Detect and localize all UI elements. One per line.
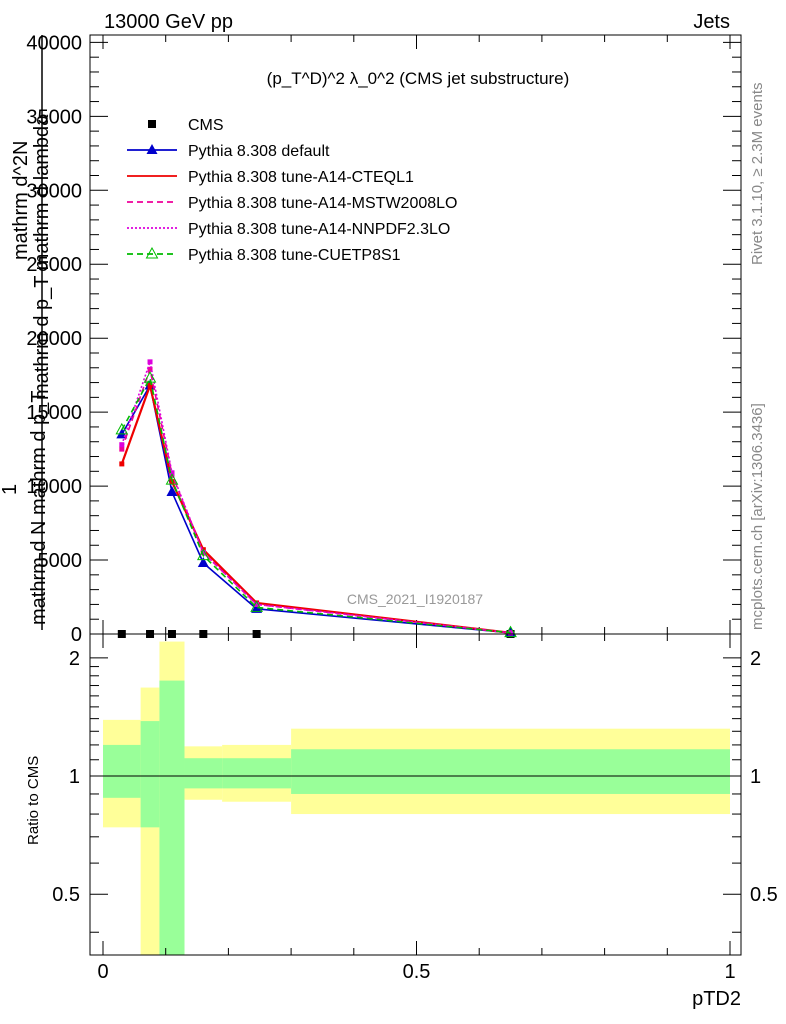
ratio-bands [103,641,730,955]
series-point [508,630,514,636]
series-line [121,375,511,634]
y-tick-label: 10000 [26,476,82,498]
legend-item: Pythia 8.308 default [127,143,330,160]
ratio-y-tick-label: 0.5 [52,884,80,906]
analysis-watermark: CMS_2021_I1920187 [347,591,483,607]
ratio-y-ticks: 0.5 0.5 1 1 2 2 [52,648,778,933]
series-point [200,550,206,556]
y-tick-label: 0 [71,624,82,646]
ratio-panel: 0.5 0.51 12 2 0 0.5 1 Ratio to CMS pTD2 [25,633,778,1010]
side-label-rivet: Rivet 3.1.10, ≥ 2.3M events [749,83,766,266]
ratio-stat-band [222,758,292,789]
y-tick-label: 30000 [26,180,82,202]
series-point [119,446,125,452]
series-point [143,371,157,383]
main-y-axis-label: mathrm d^2N mathrm d p_T mathrm d lambda… [0,35,53,630]
legend-label: Pythia 8.308 tune-A14-MSTW2008LO [188,195,457,212]
ratio-y-tick-label: 2 [69,648,80,670]
series-4 [119,358,514,636]
series-point [254,601,260,607]
series-point [147,383,153,389]
legend-marker [145,246,159,259]
ratio-y-tick-label: 1 [69,766,80,788]
ratio-y-axis-label: Ratio to CMS [25,756,42,845]
series-point [119,442,125,448]
series-point [119,461,125,467]
legend-label: Pythia 8.308 tune-CUETP8S1 [188,247,401,264]
legend-label: Pythia 8.308 tune-A14-NNPDF2.3LO [188,221,450,238]
y-label-line-1: mathrm d^2N [10,141,32,260]
header-left: 13000 GeV pp [104,11,233,33]
series-point [166,486,178,497]
y-tick-label: 20000 [26,328,82,350]
ratio-stat-band [159,680,185,955]
series-point [169,470,175,476]
legend-item: CMS [148,117,224,134]
legend-label: Pythia 8.308 default [188,143,330,160]
ratio-y-tick-label-right: 0.5 [750,884,778,906]
main-y-ticks: 0 5000 10000 15000 20000 25000 30000 35000 40000 [26,32,741,646]
x-tick-label: 0.5 [403,961,431,983]
ratio-plot-frame [89,633,742,956]
legend-marker [146,144,158,154]
ratio-x-ticks: 0 0.5 1 [97,634,736,983]
side-label-mcplots: mcplots.cern.ch [arXiv:1306.3436] [749,403,766,630]
main-panel: 0 5000 10000 15000 20000 25000 30000 35000 40000… [0,32,742,646]
y-tick-label: 5000 [38,550,83,572]
x-tick-label: 0 [97,961,108,983]
legend-label: CMS [188,117,224,134]
series-point [504,625,517,638]
series-point [250,600,263,612]
x-tick-label: 1 [724,961,735,983]
x-axis-label: pTD2 [692,988,741,1010]
ratio-stat-band [103,744,141,798]
legend-label: Pythia 8.308 tune-A14-CTEQL1 [188,169,414,186]
chart-title: (p_T^D)^2 λ_0^2 (CMS jet substructure) [267,69,570,88]
series-point [147,359,153,365]
series-point [147,366,153,372]
y-tick-label: 15000 [26,402,82,424]
y-label-line-4: mathrm d N mathrm d p_T [28,390,50,625]
ratio-stat-band [184,758,223,789]
header-right: Jets [693,11,730,33]
series-point [196,548,210,561]
legend-item: Pythia 8.308 tune-A14-MSTW2008LO [127,195,457,212]
y-tick-label: 40000 [26,32,82,54]
legend-item: Pythia 8.308 tune-CUETP8S1 [127,246,401,264]
y-tick-label: 25000 [26,254,82,276]
ratio-y-tick-label-right: 2 [750,648,761,670]
series-point [251,602,263,613]
y-tick-label: 35000 [26,106,82,128]
series-line [120,381,511,634]
legend-item: Pythia 8.308 tune-A14-NNPDF2.3LO [127,221,450,238]
legend-marker [148,120,156,128]
series-point [165,473,179,485]
series-point [197,557,209,568]
ratio-stat-band [140,721,160,828]
ratio-stat-band [291,749,730,794]
series-5 [115,371,517,638]
series-line [121,358,511,634]
series-line [121,383,511,634]
legend-item: Pythia 8.308 tune-A14-CTEQL1 [127,169,414,186]
series-point [115,422,129,435]
ratio-y-tick-label-right: 1 [750,766,761,788]
legend: CMS Pythia 8.308 default Pythia 8.308 tune… [127,117,457,264]
y-label-line-3: 1 [0,484,21,495]
main-series [115,358,517,638]
